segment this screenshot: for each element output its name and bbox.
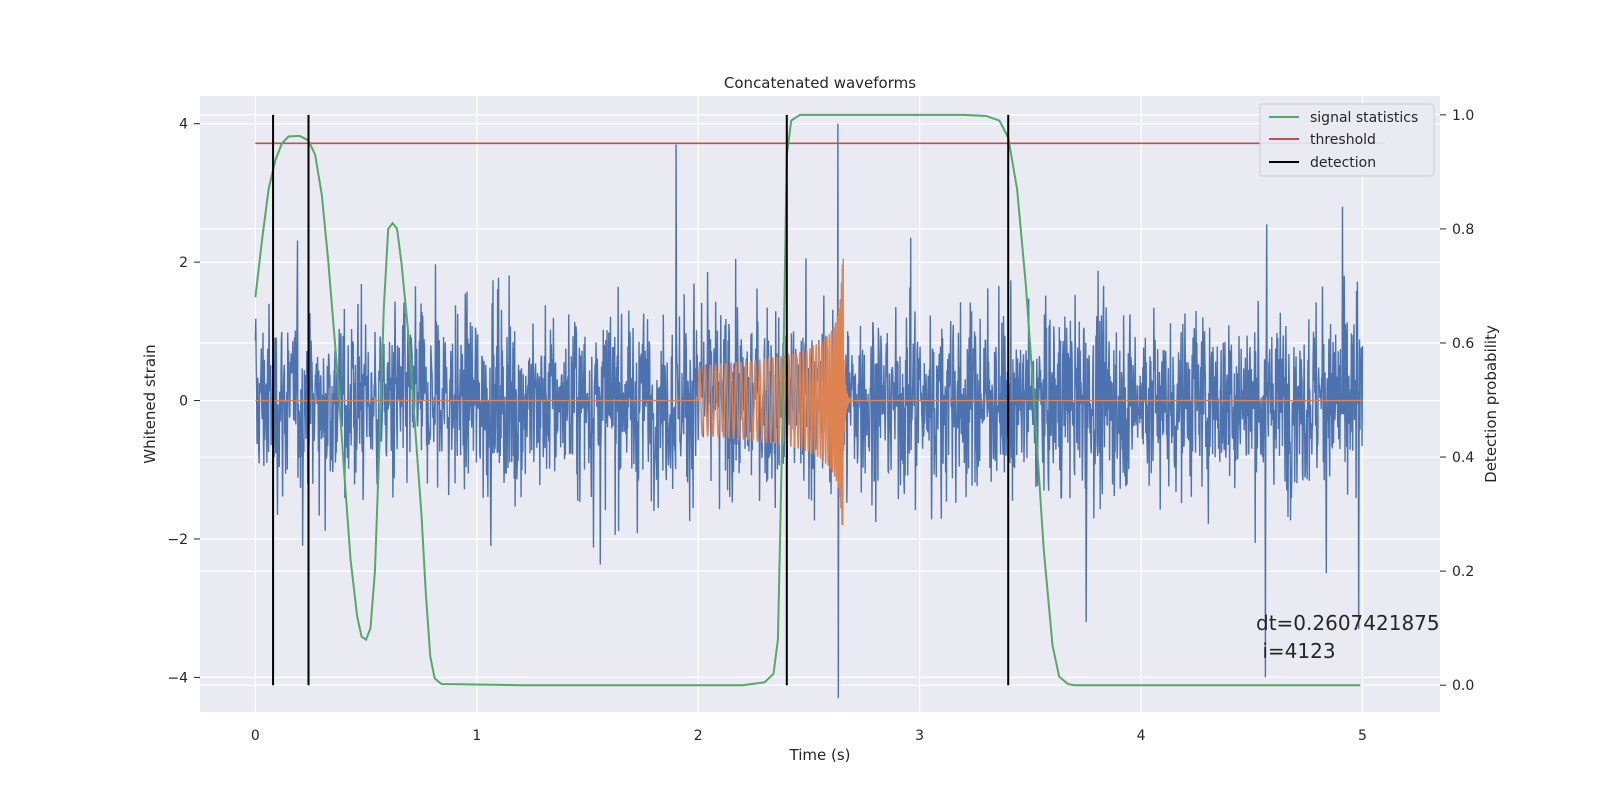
series-chirp: [255, 258, 1363, 526]
x-tick-label: 0: [251, 728, 260, 744]
y2-tick-label: 0.2: [1452, 564, 1474, 580]
annotation-i: i=4123: [1256, 639, 1336, 663]
legend: signal statistics threshold detection: [1259, 103, 1435, 177]
x-tick-label: 1: [472, 728, 481, 744]
y-tick-label: −4: [167, 670, 188, 686]
y2-tick-label: 0.4: [1452, 450, 1474, 466]
x-axis-label: Time (s): [789, 746, 851, 764]
x-tick-label: 2: [694, 728, 703, 744]
y2-tick-label: 0.8: [1452, 222, 1474, 238]
y-axis-label: Whitened strain: [141, 344, 159, 463]
y-tick-label: 4: [179, 117, 188, 133]
legend-label-signal-statistics: signal statistics: [1310, 110, 1418, 126]
y-tick-label: 2: [179, 255, 188, 271]
legend-label-detection: detection: [1310, 155, 1376, 171]
series-strain-noise: [254, 123, 1364, 699]
chart-title: Concatenated waveforms: [724, 74, 916, 92]
x-tick-label: 4: [1137, 728, 1146, 744]
y2-tick-label: 0.0: [1452, 678, 1474, 694]
x-tick-label: 3: [915, 728, 924, 744]
annotation-dt: dt=0.2607421875: [1256, 611, 1440, 635]
series-layer: [254, 113, 1385, 699]
x-tick-labels: 0 1 2 3 4 5: [251, 728, 1367, 744]
legend-label-threshold: threshold: [1310, 132, 1376, 148]
y-tick-label: −2: [167, 532, 188, 548]
x-tick-label: 5: [1358, 728, 1367, 744]
y-tick-labels: −4 −2 0 2 4: [167, 117, 200, 686]
y2-tick-label: 0.6: [1452, 336, 1474, 352]
legend-box: [1259, 103, 1435, 177]
y2-tick-label: 1.0: [1452, 108, 1474, 124]
y-tick-label: 0: [179, 394, 188, 410]
y2-axis-label: Detection probability: [1482, 325, 1500, 483]
y2-tick-labels: 0.0 0.2 0.4 0.6 0.8 1.0: [1440, 108, 1474, 694]
